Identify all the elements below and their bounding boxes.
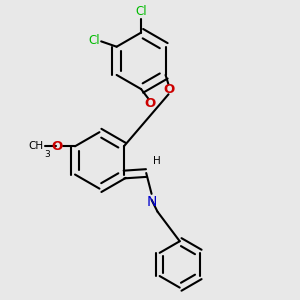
Text: Cl: Cl bbox=[135, 5, 147, 18]
Text: H: H bbox=[153, 157, 160, 166]
Text: Cl: Cl bbox=[89, 34, 100, 47]
Text: O: O bbox=[51, 140, 62, 153]
Text: CH: CH bbox=[29, 141, 44, 151]
Text: N: N bbox=[146, 195, 157, 209]
Text: O: O bbox=[163, 83, 174, 96]
Text: 3: 3 bbox=[44, 150, 50, 159]
Text: O: O bbox=[144, 97, 156, 110]
